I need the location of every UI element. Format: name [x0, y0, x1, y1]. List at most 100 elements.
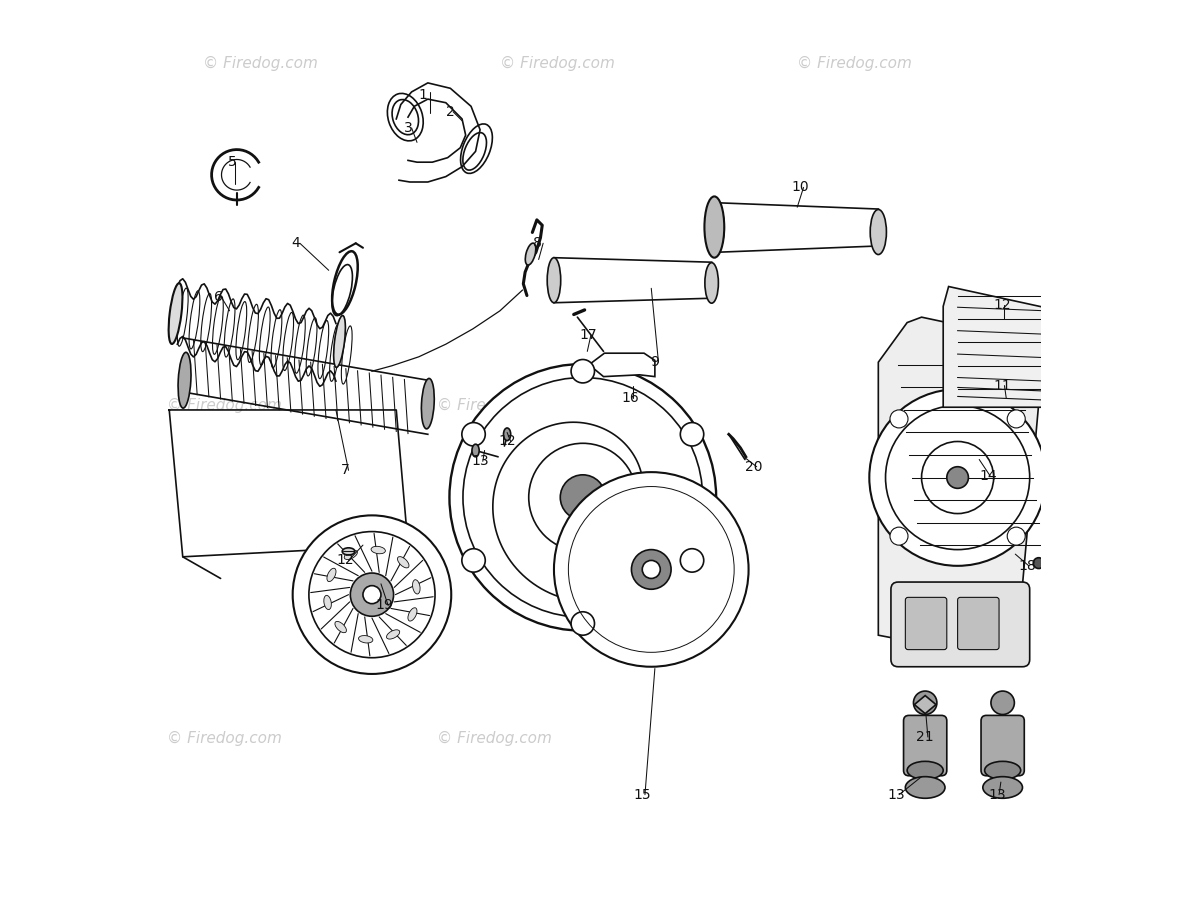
Circle shape	[1008, 527, 1025, 545]
Ellipse shape	[295, 315, 306, 373]
Ellipse shape	[341, 326, 352, 384]
Text: © Firedog.com: © Firedog.com	[437, 732, 552, 746]
Ellipse shape	[212, 296, 223, 354]
Circle shape	[461, 549, 485, 572]
Ellipse shape	[704, 263, 719, 303]
Ellipse shape	[472, 444, 479, 457]
Ellipse shape	[248, 305, 258, 362]
Circle shape	[913, 691, 937, 714]
FancyBboxPatch shape	[905, 597, 946, 650]
Text: 2: 2	[446, 105, 454, 119]
Text: 4: 4	[291, 236, 300, 250]
Ellipse shape	[201, 294, 211, 351]
Text: 13: 13	[887, 787, 905, 802]
Text: 6: 6	[215, 290, 223, 305]
Text: 3: 3	[404, 121, 412, 135]
Ellipse shape	[504, 428, 511, 441]
Circle shape	[553, 472, 748, 667]
Text: 9: 9	[650, 355, 660, 369]
Polygon shape	[914, 696, 936, 714]
Text: 12: 12	[994, 297, 1011, 312]
Ellipse shape	[708, 203, 725, 252]
Text: 15: 15	[634, 787, 651, 802]
Polygon shape	[588, 353, 655, 377]
Ellipse shape	[317, 321, 329, 378]
Text: 12: 12	[336, 553, 354, 568]
Text: © Firedog.com: © Firedog.com	[437, 398, 552, 413]
FancyBboxPatch shape	[981, 715, 1024, 776]
Ellipse shape	[342, 548, 355, 555]
Circle shape	[870, 389, 1045, 566]
Circle shape	[631, 550, 671, 589]
Text: © Firedog.com: © Firedog.com	[798, 56, 912, 70]
Ellipse shape	[271, 310, 282, 368]
Circle shape	[560, 475, 605, 520]
Ellipse shape	[283, 313, 294, 370]
Text: 8: 8	[533, 236, 542, 250]
Ellipse shape	[169, 283, 183, 344]
Ellipse shape	[548, 258, 560, 303]
Ellipse shape	[236, 302, 247, 359]
FancyBboxPatch shape	[891, 582, 1030, 667]
FancyBboxPatch shape	[958, 597, 999, 650]
Ellipse shape	[525, 243, 536, 265]
Text: © Firedog.com: © Firedog.com	[166, 732, 281, 746]
Circle shape	[681, 549, 703, 572]
Ellipse shape	[260, 307, 270, 365]
Circle shape	[350, 573, 394, 616]
Text: © Firedog.com: © Firedog.com	[500, 56, 615, 70]
Text: 12: 12	[498, 434, 516, 449]
Text: 18: 18	[1018, 559, 1036, 573]
Ellipse shape	[177, 288, 188, 346]
Ellipse shape	[983, 777, 1023, 798]
Polygon shape	[943, 287, 1049, 407]
Circle shape	[1008, 410, 1025, 428]
Text: 11: 11	[994, 378, 1011, 393]
Circle shape	[571, 612, 595, 635]
Ellipse shape	[359, 635, 373, 643]
Circle shape	[363, 586, 381, 604]
Ellipse shape	[307, 318, 317, 376]
Ellipse shape	[371, 546, 386, 554]
Ellipse shape	[984, 761, 1021, 779]
Ellipse shape	[224, 299, 235, 357]
Ellipse shape	[387, 630, 400, 639]
Ellipse shape	[329, 323, 340, 381]
Circle shape	[309, 532, 435, 658]
Ellipse shape	[398, 557, 409, 568]
Text: 7: 7	[341, 463, 349, 478]
Text: 13: 13	[989, 787, 1007, 802]
Ellipse shape	[178, 352, 191, 408]
Polygon shape	[878, 317, 1042, 660]
Circle shape	[571, 359, 595, 383]
Ellipse shape	[334, 315, 346, 368]
Ellipse shape	[421, 378, 434, 429]
Ellipse shape	[413, 579, 420, 594]
Text: 5: 5	[228, 155, 237, 169]
Circle shape	[1034, 558, 1044, 569]
Text: 20: 20	[746, 460, 762, 474]
Circle shape	[890, 410, 907, 428]
Text: 1: 1	[419, 87, 428, 102]
Text: 17: 17	[579, 328, 597, 342]
Ellipse shape	[905, 777, 945, 798]
FancyBboxPatch shape	[904, 715, 946, 776]
Circle shape	[946, 467, 969, 488]
Circle shape	[293, 515, 451, 674]
Text: 19: 19	[375, 598, 393, 613]
Ellipse shape	[323, 596, 332, 610]
Ellipse shape	[335, 622, 347, 633]
Ellipse shape	[704, 196, 725, 258]
Text: 10: 10	[791, 180, 808, 195]
Text: 13: 13	[471, 454, 489, 469]
Circle shape	[991, 691, 1015, 714]
Ellipse shape	[327, 569, 336, 581]
Ellipse shape	[408, 608, 417, 621]
Circle shape	[450, 364, 716, 631]
Circle shape	[461, 423, 485, 446]
Ellipse shape	[870, 209, 886, 254]
Text: © Firedog.com: © Firedog.com	[166, 398, 281, 413]
Circle shape	[642, 560, 661, 578]
Ellipse shape	[907, 761, 943, 779]
Circle shape	[890, 527, 907, 545]
